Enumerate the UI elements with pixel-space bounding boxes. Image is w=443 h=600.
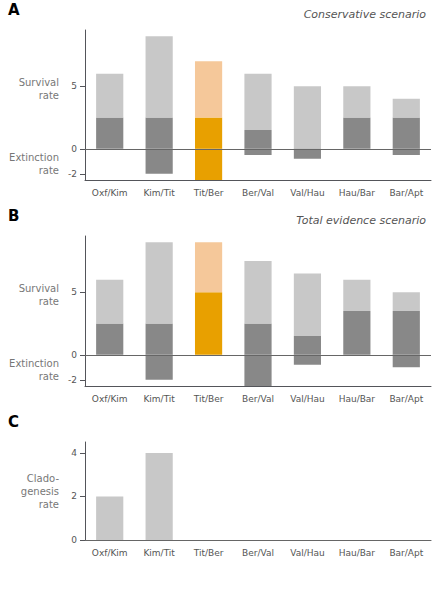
svg-text:4: 4 <box>71 448 77 458</box>
svg-text:Clado-: Clado- <box>27 473 60 484</box>
svg-text:rate: rate <box>39 165 59 176</box>
svg-text:Survival: Survival <box>19 283 59 294</box>
svg-text:rate: rate <box>39 499 59 510</box>
svg-text:Bar/Apt: Bar/Apt <box>389 188 423 198</box>
svg-text:2: 2 <box>71 491 77 501</box>
svg-text:Kim/Tit: Kim/Tit <box>143 394 175 404</box>
svg-text:Tit/Ber: Tit/Ber <box>193 188 224 198</box>
svg-text:Oxf/Kim: Oxf/Kim <box>92 548 128 558</box>
svg-text:Val/Hau: Val/Hau <box>290 548 325 558</box>
svg-text:Hau/Bar: Hau/Bar <box>339 548 376 558</box>
svg-text:5: 5 <box>71 81 77 91</box>
svg-text:Tit/Ber: Tit/Ber <box>193 548 224 558</box>
svg-text:Conservative scenario: Conservative scenario <box>304 8 427 21</box>
svg-text:Tit/Ber: Tit/Ber <box>193 394 224 404</box>
svg-text:Bar/Apt: Bar/Apt <box>389 548 423 558</box>
svg-text:Bar/Apt: Bar/Apt <box>389 394 423 404</box>
svg-text:Kim/Tit: Kim/Tit <box>143 548 175 558</box>
svg-text:Extinction: Extinction <box>9 358 59 369</box>
svg-text:Hau/Bar: Hau/Bar <box>339 394 376 404</box>
svg-text:5: 5 <box>71 287 77 297</box>
svg-text:Ber/Val: Ber/Val <box>242 548 274 558</box>
svg-text:C: C <box>8 413 19 431</box>
svg-text:rate: rate <box>39 296 59 307</box>
svg-text:Kim/Tit: Kim/Tit <box>143 188 175 198</box>
svg-text:Extinction: Extinction <box>9 152 59 163</box>
svg-text:0: 0 <box>71 535 77 545</box>
svg-text:B: B <box>8 207 19 225</box>
svg-text:0: 0 <box>71 144 77 154</box>
svg-text:Total evidence scenario: Total evidence scenario <box>296 214 426 227</box>
svg-text:rate: rate <box>39 90 59 101</box>
svg-text:rate: rate <box>39 371 59 382</box>
svg-text:Val/Hau: Val/Hau <box>290 394 325 404</box>
svg-text:Oxf/Kim: Oxf/Kim <box>92 188 128 198</box>
svg-text:Ber/Val: Ber/Val <box>242 188 274 198</box>
svg-text:A: A <box>8 1 20 19</box>
svg-text:Ber/Val: Ber/Val <box>242 394 274 404</box>
svg-text:Val/Hau: Val/Hau <box>290 188 325 198</box>
svg-text:-2: -2 <box>68 169 77 179</box>
svg-text:Oxf/Kim: Oxf/Kim <box>92 394 128 404</box>
svg-text:0: 0 <box>71 350 77 360</box>
svg-text:Survival: Survival <box>19 77 59 88</box>
svg-text:Hau/Bar: Hau/Bar <box>339 188 376 198</box>
svg-text:-2: -2 <box>68 375 77 385</box>
svg-text:genesis: genesis <box>21 486 59 497</box>
